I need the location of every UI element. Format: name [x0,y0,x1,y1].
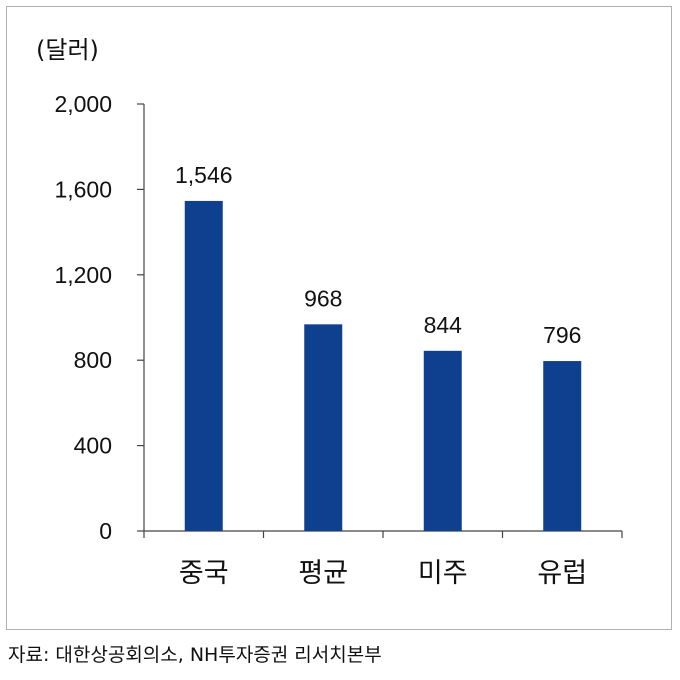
bar-3 [423,350,462,531]
y-tick-label: 1,200 [54,262,112,288]
bar-2 [304,324,343,531]
data-label: 844 [424,312,463,338]
y-tick-label: 0 [99,518,112,544]
category-label: 평균 [298,558,348,589]
data-label: 968 [304,285,342,311]
y-tick-label: 800 [74,347,112,373]
category-label: 미주 [418,558,468,589]
y-axis-unit-label: (달러) [36,36,99,64]
data-label: 796 [543,322,581,348]
bar-4 [543,361,582,531]
axes-group [137,103,623,538]
y-tick-label: 400 [74,433,112,459]
chart-frame [6,6,672,630]
category-label: 유럽 [537,558,587,589]
labels-group: 0 400 800 1,200 1,600 2,000 1,546 중국 968 평균 844 미주 7… [54,91,587,589]
source-note: 자료: 대한상공회의소, NH투자증권 리서치본부 [8,644,382,666]
bar-chart: 0 400 800 1,200 1,600 2,000 1,546 중국 968 평균 844 미주 7… [54,91,623,589]
y-tick-label: 2,000 [54,91,112,117]
bars-group [184,200,582,531]
data-label: 1,546 [175,162,233,188]
bar-1 [184,200,223,531]
category-label: 중국 [179,558,229,589]
y-tick-label: 1,600 [54,176,112,202]
